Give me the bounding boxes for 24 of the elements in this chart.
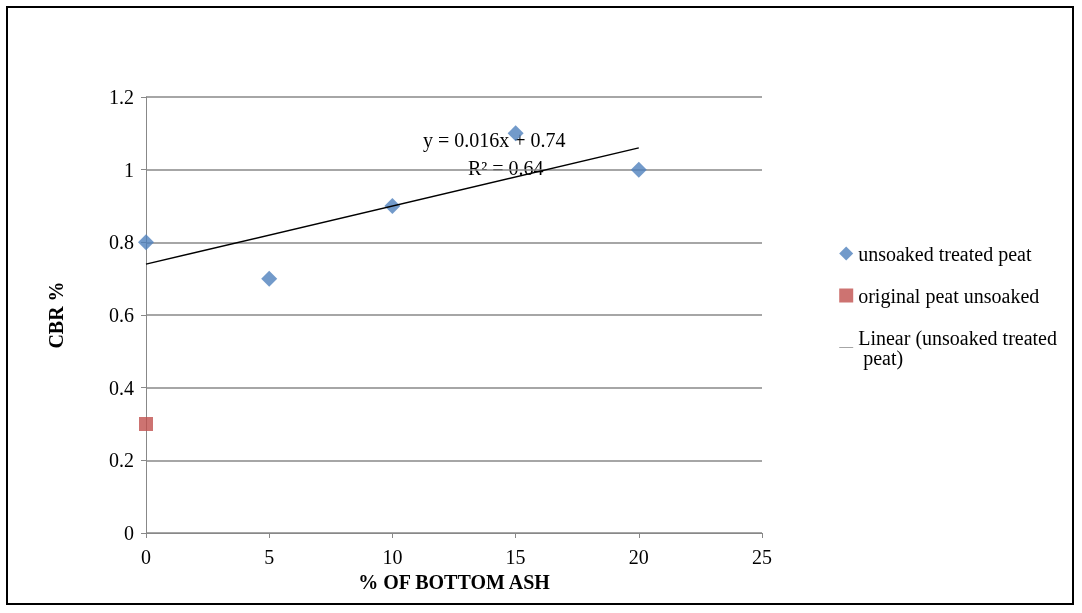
legend-label: original peat unsoaked xyxy=(858,284,1040,308)
y-tick-label: 1.2 xyxy=(109,86,134,108)
y-tick-label: 1 xyxy=(124,158,134,181)
x-tick-label: 25 xyxy=(752,546,772,568)
x-tick-label: 10 xyxy=(382,546,403,568)
y-axis-title: CBR % xyxy=(45,281,67,349)
point xyxy=(261,270,278,287)
legend-label: Linear (unsoaked treated peat) xyxy=(858,326,1058,370)
y-tick-label: 0.4 xyxy=(109,376,134,399)
x-tick-label: 15 xyxy=(505,546,526,568)
x-axis-title: % OF BOTTOM ASH xyxy=(358,570,551,593)
point xyxy=(630,161,647,178)
y-tick-label: 0.2 xyxy=(109,449,134,472)
point xyxy=(138,234,154,251)
y-tick-label: 0.6 xyxy=(109,304,134,326)
x-tick-label: 20 xyxy=(628,546,649,568)
x-tick-label: 5 xyxy=(264,546,275,568)
annotation: y = 0.016x + 0.74 xyxy=(423,129,566,152)
legend-label: unsoaked treated peat xyxy=(858,242,1032,266)
y-tick-label: 0 xyxy=(124,522,134,544)
x-tick-label: 0 xyxy=(141,546,151,568)
point xyxy=(139,417,153,431)
annotation: R² = 0.64 xyxy=(468,157,544,179)
y-tick-label: 0.8 xyxy=(109,231,134,254)
